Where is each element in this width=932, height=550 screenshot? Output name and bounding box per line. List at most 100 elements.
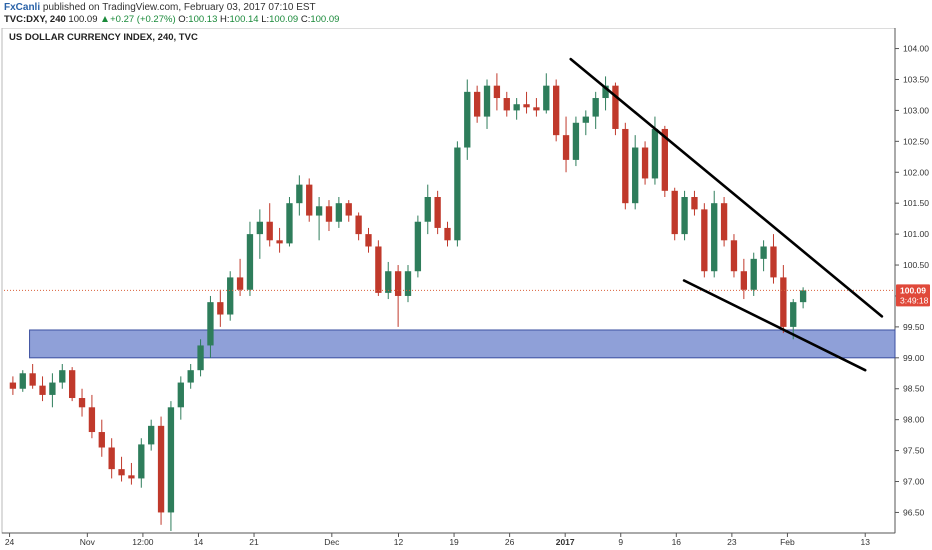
- y-tick-label: 98.00: [903, 415, 925, 425]
- candle-body: [39, 385, 46, 395]
- y-axis-ticks: 104.00 103.50 103.00 102.50 102.00 101.50 101.…: [895, 44, 929, 517]
- candle-body: [385, 271, 392, 293]
- candle-body: [315, 206, 323, 216]
- candle: [385, 261, 392, 300]
- candle: [513, 98, 520, 120]
- x-tick-label: 14: [194, 537, 204, 547]
- candle: [49, 373, 56, 408]
- candle: [286, 197, 293, 247]
- x-tick-label: Dec: [324, 537, 340, 547]
- candles-layer: [9, 73, 807, 531]
- candle-body: [246, 234, 254, 290]
- candle: [503, 91, 510, 117]
- candle-body: [424, 197, 431, 222]
- candle: [59, 364, 66, 389]
- candle-body: [720, 203, 728, 241]
- candle: [355, 212, 362, 241]
- y-tick-label: 102.50: [903, 136, 929, 146]
- trendline: [682, 279, 867, 372]
- candle-body: [543, 85, 550, 111]
- candle: [473, 85, 481, 123]
- candle-body: [799, 290, 807, 303]
- candle: [720, 197, 728, 247]
- candle: [780, 265, 787, 334]
- candle-body: [68, 370, 76, 399]
- candle-body: [434, 197, 441, 228]
- candle-body: [118, 469, 125, 476]
- candle-body: [88, 407, 96, 433]
- candle-body: [582, 116, 589, 123]
- candle: [296, 175, 303, 216]
- candle-body: [790, 302, 797, 327]
- up-arrow-icon: [102, 16, 109, 22]
- candle-body: [355, 215, 362, 235]
- open-label: O:: [178, 14, 189, 25]
- candle: [553, 79, 560, 142]
- candle: [730, 234, 738, 278]
- candle-body: [730, 240, 738, 272]
- candle-body: [750, 258, 757, 290]
- candle-body: [464, 91, 471, 148]
- candle-body: [365, 234, 372, 247]
- candle-body: [276, 240, 283, 244]
- x-tick-label: Nov: [80, 537, 96, 547]
- x-tick-label: 26: [505, 537, 515, 547]
- candle: [177, 376, 184, 420]
- y-tick-label: 98.50: [903, 384, 925, 394]
- candle: [276, 227, 283, 253]
- candle: [88, 394, 96, 439]
- candle-body: [533, 107, 540, 111]
- candle: [197, 339, 204, 377]
- candle: [394, 265, 402, 327]
- price-chart[interactable]: US DOLLAR CURRENCY INDEX, 240, TVC 104.0…: [0, 28, 932, 550]
- candle-body: [236, 277, 244, 290]
- candle-body: [128, 475, 135, 479]
- x-axis-ticks: 24 Nov 12:00 14 21 Dec 12 19 26 2017 9 16 23 Feb 13: [5, 533, 870, 547]
- author-link[interactable]: FxCanli: [4, 2, 41, 13]
- candle: [424, 184, 431, 235]
- candle: [19, 370, 26, 392]
- x-tick-label: 21: [249, 537, 259, 547]
- trendlines-layer: [4, 57, 895, 372]
- candle: [622, 122, 629, 210]
- candle: [345, 200, 352, 222]
- x-tick-label: 12: [394, 537, 404, 547]
- candle-body: [177, 382, 184, 408]
- candle-body: [671, 190, 678, 235]
- candle: [740, 258, 748, 300]
- support-zone-layer: [29, 329, 896, 359]
- candle-body: [138, 444, 145, 479]
- candle-body: [375, 246, 382, 293]
- candle-body: [602, 85, 609, 99]
- support-zone: [29, 329, 896, 359]
- candle: [454, 141, 461, 247]
- y-tick-label: 102.00: [903, 167, 929, 177]
- candle: [691, 190, 698, 216]
- candle: [750, 252, 757, 296]
- price-badge: [896, 284, 930, 307]
- candle: [108, 438, 115, 479]
- candle-body: [335, 203, 343, 222]
- candle: [315, 197, 323, 241]
- low-value: 100.09: [269, 14, 299, 25]
- publish-text: published on TradingView.com, February 0…: [40, 2, 316, 13]
- candle-body: [770, 246, 777, 278]
- candle-body: [306, 184, 313, 216]
- candle: [365, 227, 372, 253]
- y-tick-label: 100.50: [903, 260, 929, 270]
- candle-body: [523, 104, 530, 108]
- candle: [68, 367, 76, 402]
- candle-body: [19, 373, 26, 389]
- candle: [256, 209, 263, 259]
- candle-body: [760, 246, 767, 259]
- candle-body: [691, 197, 698, 210]
- candle-body: [562, 135, 570, 160]
- candle: [641, 141, 649, 185]
- high-label: H:: [220, 14, 230, 25]
- symbol-label: TVC:DXY, 240: [4, 14, 66, 25]
- candle: [78, 388, 86, 417]
- candle: [592, 91, 599, 129]
- candle-body: [632, 147, 639, 204]
- candle: [602, 76, 609, 111]
- candle-body: [187, 370, 194, 383]
